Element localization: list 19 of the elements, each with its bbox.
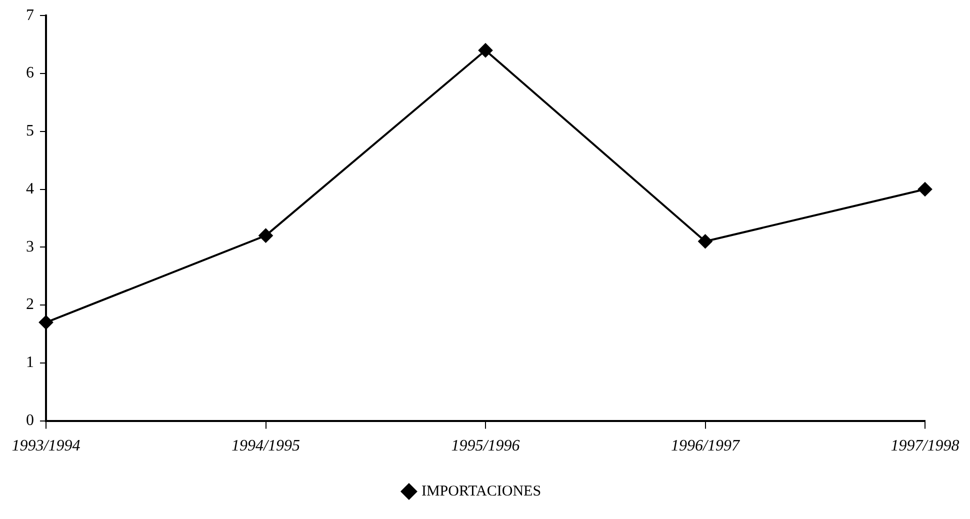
point <box>258 228 273 243</box>
y-tick-label: 5 <box>26 122 34 140</box>
x-tick-label: 1994/1995 <box>232 438 300 455</box>
y-tick-label: 4 <box>26 180 34 198</box>
point <box>918 182 932 196</box>
y-tick-label: 2 <box>26 296 34 314</box>
point <box>478 43 492 58</box>
y-tick-label: 1 <box>26 354 34 372</box>
legend-label: IMPORTACIONES <box>421 483 542 500</box>
x-tick-label: 1996/1997 <box>671 438 740 455</box>
y-tick-label: 3 <box>26 238 34 256</box>
point <box>39 315 53 330</box>
y-tick-label: 0 <box>26 412 34 430</box>
y-tick-label: 7 <box>26 6 34 24</box>
x-tick-label: 1995/1996 <box>451 438 520 455</box>
x-tick-label: 1997/1998 <box>890 438 960 455</box>
x-tick-label: 1993/1994 <box>12 438 80 455</box>
point <box>698 234 712 248</box>
y-tick-label: 6 <box>26 64 34 82</box>
